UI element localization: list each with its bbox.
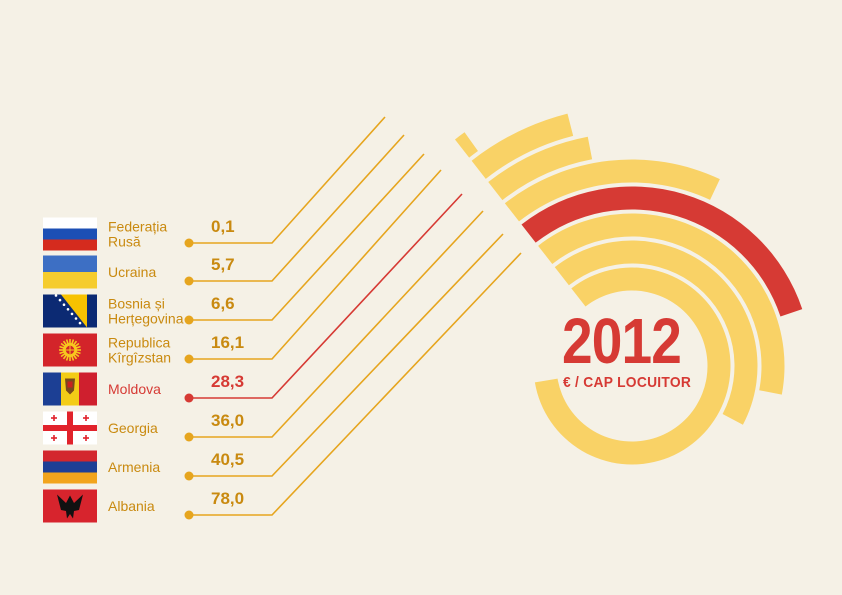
leader-line <box>189 153 425 321</box>
leader-dot <box>184 276 194 286</box>
leader-dot <box>184 393 194 403</box>
albania-flag <box>43 489 97 523</box>
arc-bar-6 <box>554 240 758 425</box>
kyrgyzstan-flag <box>43 333 97 367</box>
leader-line <box>189 252 522 516</box>
chart-title: 2012 <box>562 305 682 377</box>
russia-flag <box>43 217 97 251</box>
leader-dot <box>184 471 194 481</box>
arc-bar-1 <box>471 113 574 179</box>
country-row: Georgia 36,0 <box>43 411 244 445</box>
moldova-flag <box>43 372 97 406</box>
data-label: 78,0 <box>211 489 244 508</box>
leader-dot <box>184 432 194 442</box>
georgia-flag <box>43 411 97 445</box>
country-label: Federația <box>108 219 167 235</box>
data-label: 28,3 <box>211 372 244 391</box>
country-label: Ucraina <box>108 264 156 280</box>
country-label: Rusă <box>108 234 141 250</box>
country-label: Georgia <box>108 420 158 436</box>
leader-line <box>189 116 386 244</box>
data-label: 0,1 <box>211 217 235 236</box>
arc-bar-3 <box>504 159 720 222</box>
chart-subtitle: € / CAP LOCUITOR <box>563 374 692 391</box>
leader-line <box>189 193 463 399</box>
data-label: 16,1 <box>211 333 244 352</box>
leader-line <box>189 134 405 282</box>
country-label: Kîrgîzstan <box>108 350 171 366</box>
country-label: Moldova <box>108 381 161 397</box>
country-label: Albania <box>108 498 155 514</box>
leader-dot <box>184 354 194 364</box>
leader-line <box>189 169 442 360</box>
leader-dot <box>184 510 194 520</box>
country-label: Bosnia și <box>108 296 165 312</box>
armenia-flag <box>43 450 97 484</box>
arc-bar-2 <box>488 136 593 201</box>
arc-bar-0 <box>454 132 478 158</box>
country-label: Republica <box>108 335 170 351</box>
country-row: Ucraina 5,7 <box>43 255 235 289</box>
arc-bar-5 <box>538 213 785 395</box>
country-row: Armenia 40,5 <box>43 450 244 484</box>
country-row: Albania 78,0 <box>43 489 244 523</box>
data-label: 36,0 <box>211 411 244 430</box>
arc-bars <box>454 113 803 465</box>
leader-line <box>189 210 484 438</box>
leader-dot <box>184 315 194 325</box>
bosnia-herzegovina-flag <box>43 294 97 328</box>
leader-line <box>189 233 504 477</box>
country-row: Moldova 28,3 <box>43 372 244 406</box>
country-label: Herțegovina <box>108 311 184 327</box>
data-label: 6,6 <box>211 294 235 313</box>
country-label: Armenia <box>108 459 160 475</box>
arc-bar-4 <box>521 186 803 317</box>
leader-dot <box>184 238 194 248</box>
data-label: 5,7 <box>211 255 235 274</box>
leader-lines <box>189 116 522 516</box>
data-label: 40,5 <box>211 450 244 469</box>
ukraine-flag <box>43 255 97 289</box>
